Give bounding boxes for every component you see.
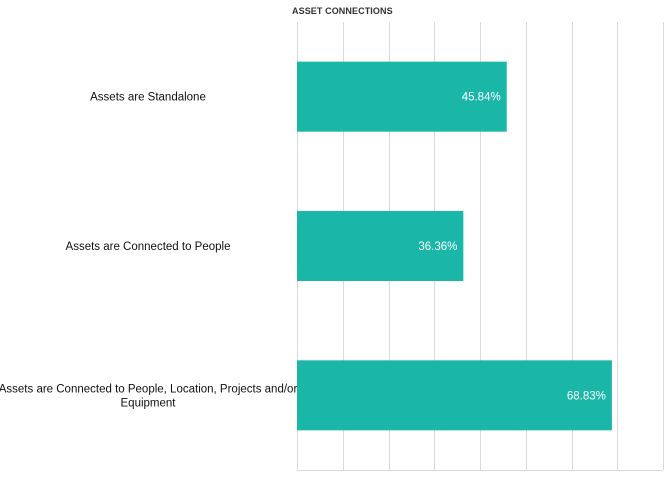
value-label-1: 45.84% — [462, 92, 501, 104]
bar-1 — [297, 61, 507, 132]
category-label-2: Assets are Connected to People — [66, 241, 231, 253]
category-label-line: Equipment — [121, 397, 177, 409]
value-label-3: 68.83% — [567, 390, 606, 402]
bar-3 — [297, 360, 612, 431]
category-label-1: Assets are Standalone — [90, 92, 206, 104]
category-label-line: Assets are Standalone — [90, 92, 206, 104]
category-label-line: Assets are Connected to People — [66, 241, 231, 253]
value-label-2: 36.36% — [418, 241, 457, 253]
category-label-3: Assets are Connected to People, Location… — [0, 383, 297, 409]
chart-title: ASSET CONNECTIONS — [292, 6, 393, 16]
category-label-line: Assets are Connected to People, Location… — [0, 383, 297, 395]
bar-2 — [297, 211, 464, 281]
